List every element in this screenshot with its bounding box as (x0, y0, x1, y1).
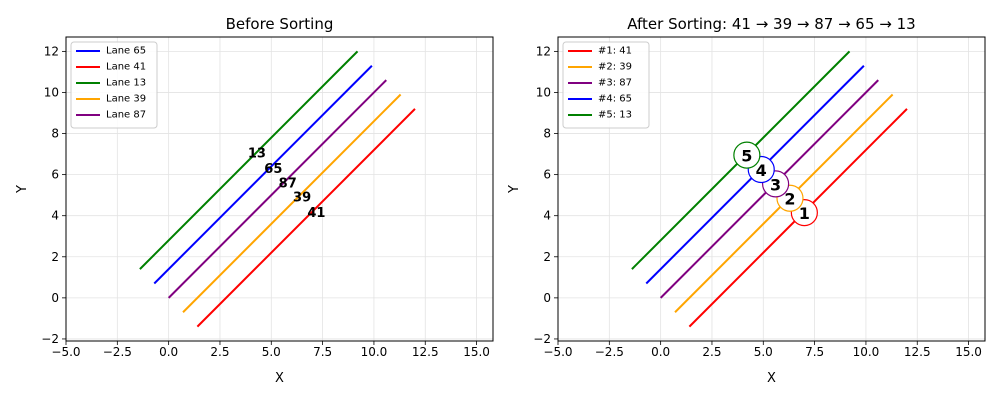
rank-marker-label: 1 (799, 204, 810, 223)
y-tick-label: 6 (543, 168, 551, 182)
chart-title: Before Sorting (226, 15, 334, 33)
y-tick-label: 4 (51, 209, 59, 223)
lane-label: 87 (279, 176, 297, 191)
rank-marker-5: 5 (733, 141, 761, 169)
y-tick-label: 0 (51, 291, 59, 305)
y-tick-label: 8 (51, 127, 59, 141)
x-tick-label: 5.0 (754, 345, 773, 359)
x-tick-label: 15.0 (463, 345, 490, 359)
lane-label: 65 (264, 162, 282, 177)
y-tick-label: −2 (41, 332, 59, 346)
lane-label: 41 (307, 206, 325, 221)
y-tick-label: 0 (543, 291, 551, 305)
y-tick-label: 12 (44, 44, 59, 58)
axes-frame (65, 36, 494, 342)
y-tick-label: 8 (543, 127, 551, 141)
x-tick-label: 7.5 (313, 345, 332, 359)
x-tick-label: −2.5 (595, 345, 624, 359)
x-axis-label: X (275, 371, 284, 386)
y-tick-label: −2 (533, 332, 551, 346)
legend-box (70, 41, 158, 129)
x-tick-label: 10.0 (853, 345, 880, 359)
lane-label: 13 (248, 147, 266, 162)
legend-label: #1: 41 (598, 46, 632, 57)
chart-title: After Sorting: 41 → 39 → 87 → 65 → 13 (627, 15, 915, 33)
x-tick-label: 10.0 (361, 345, 388, 359)
legend-label: #3: 87 (598, 78, 632, 89)
y-tick-label: 2 (51, 250, 59, 264)
legend-label: Lane 87 (106, 110, 146, 121)
rank-marker-circle (733, 141, 761, 169)
series-line-3 (139, 50, 359, 270)
x-tick-label: 2.5 (210, 345, 229, 359)
x-tick-label: 5.0 (262, 345, 281, 359)
x-tick-label: 15.0 (955, 345, 982, 359)
x-tick-label: 12.5 (904, 345, 931, 359)
rank-marker-label: 2 (784, 190, 795, 209)
x-tick-label: 0.0 (159, 345, 178, 359)
y-tick-label: 12 (536, 44, 551, 58)
legend-label: Lane 41 (106, 62, 146, 73)
y-axis-label: Y (15, 185, 30, 194)
axes-frame (557, 36, 986, 342)
rank-marker-label: 4 (756, 161, 767, 180)
rank-marker-label: 5 (741, 147, 752, 166)
series-line-2 (196, 108, 416, 328)
legend-label: #2: 39 (598, 62, 632, 73)
x-tick-label: −5.0 (543, 345, 572, 359)
rank-marker-label: 3 (770, 175, 781, 194)
legend-label: #5: 13 (598, 110, 632, 121)
legend-label: Lane 39 (106, 94, 146, 105)
x-axis-label: X (767, 371, 776, 386)
y-tick-label: 6 (51, 168, 59, 182)
x-tick-label: 0.0 (651, 345, 670, 359)
legend-label: Lane 65 (106, 46, 146, 57)
series-line-5 (167, 79, 387, 299)
x-tick-label: −5.0 (51, 345, 80, 359)
y-tick-label: 4 (543, 209, 551, 223)
legend: Lane 65 Lane 41 Lane 13 Lane 39 Lane 87 (70, 41, 158, 129)
y-tick-label: 2 (543, 250, 551, 264)
x-tick-label: 7.5 (805, 345, 824, 359)
series-line-1 (153, 65, 373, 285)
x-tick-label: −2.5 (103, 345, 132, 359)
legend-label: Lane 13 (106, 78, 146, 89)
series-line-4 (182, 93, 402, 313)
lane-label: 39 (293, 191, 311, 206)
y-tick-label: 10 (44, 85, 59, 99)
legend: #1: 41 #2: 39 #3: 87 #4: 65 #5: 13 (562, 41, 650, 129)
y-tick-label: 10 (536, 85, 551, 99)
legend-label: #4: 65 (598, 94, 632, 105)
x-tick-label: 12.5 (412, 345, 439, 359)
x-tick-label: 2.5 (702, 345, 721, 359)
legend-box (562, 41, 650, 129)
y-axis-label: Y (507, 185, 522, 194)
